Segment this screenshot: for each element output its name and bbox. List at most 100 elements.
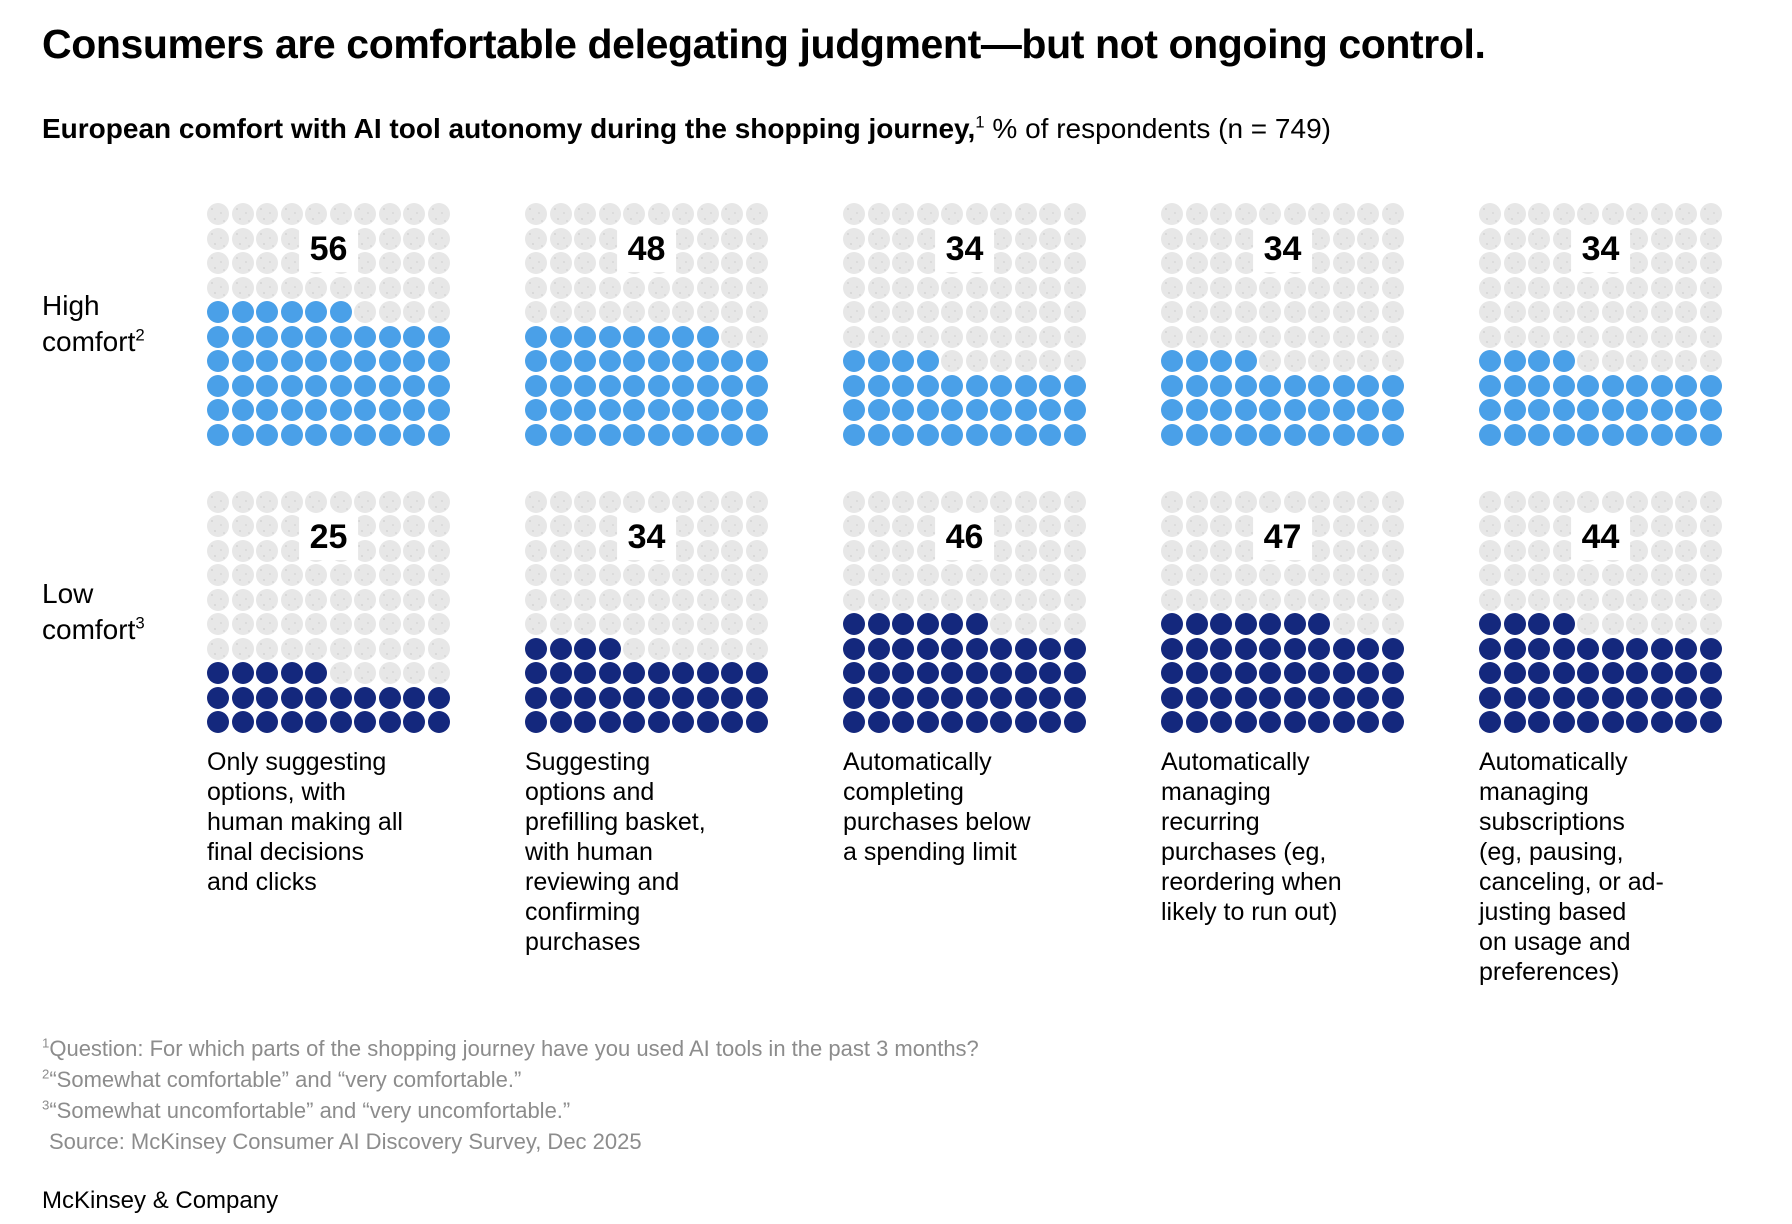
empty-dot bbox=[1063, 515, 1086, 537]
empty-dot bbox=[574, 276, 596, 299]
filled-dot bbox=[1479, 637, 1501, 660]
empty-dot bbox=[549, 276, 572, 299]
empty-dot bbox=[207, 515, 229, 537]
filled-dot bbox=[598, 399, 621, 421]
filled-dot bbox=[549, 637, 572, 660]
empty-dot bbox=[1014, 564, 1037, 586]
filled-dot bbox=[1161, 613, 1183, 635]
waffle-high-comfort-category-4: 34 bbox=[1161, 203, 1404, 446]
empty-dot bbox=[1626, 325, 1648, 348]
empty-dot bbox=[990, 203, 1012, 225]
dot-grid bbox=[1479, 490, 1722, 733]
filled-dot bbox=[672, 325, 694, 348]
empty-dot bbox=[696, 539, 719, 562]
empty-dot bbox=[280, 203, 303, 225]
filled-dot bbox=[990, 686, 1012, 709]
empty-dot bbox=[1063, 539, 1086, 562]
filled-dot bbox=[549, 325, 572, 348]
filled-dot bbox=[1577, 711, 1599, 733]
empty-dot bbox=[1259, 490, 1281, 513]
filled-dot bbox=[1479, 423, 1501, 446]
filled-dot bbox=[1185, 423, 1208, 446]
filled-dot bbox=[231, 686, 254, 709]
filled-dot bbox=[598, 325, 621, 348]
filled-dot bbox=[525, 662, 547, 684]
empty-dot bbox=[892, 227, 914, 250]
filled-dot bbox=[1332, 662, 1355, 684]
empty-dot bbox=[623, 637, 645, 660]
filled-dot bbox=[549, 374, 572, 397]
filled-dot bbox=[305, 711, 327, 733]
empty-dot bbox=[1552, 539, 1575, 562]
filled-dot bbox=[721, 686, 743, 709]
filled-dot bbox=[1283, 686, 1306, 709]
empty-dot bbox=[990, 301, 1012, 323]
empty-dot bbox=[1675, 588, 1697, 611]
filled-dot bbox=[623, 374, 645, 397]
empty-dot bbox=[1626, 539, 1648, 562]
empty-dot bbox=[1528, 252, 1550, 274]
filled-dot bbox=[892, 423, 914, 446]
filled-dot bbox=[1381, 423, 1404, 446]
empty-dot bbox=[1626, 490, 1648, 513]
filled-dot bbox=[1014, 399, 1037, 421]
empty-dot bbox=[672, 539, 694, 562]
empty-dot bbox=[1699, 227, 1722, 250]
empty-dot bbox=[525, 515, 547, 537]
filled-dot bbox=[280, 711, 303, 733]
filled-dot bbox=[1675, 711, 1697, 733]
empty-dot bbox=[256, 515, 278, 537]
empty-dot bbox=[965, 564, 988, 586]
filled-dot bbox=[1528, 662, 1550, 684]
empty-dot bbox=[623, 276, 645, 299]
empty-dot bbox=[916, 227, 939, 250]
filled-dot bbox=[378, 686, 401, 709]
filled-dot bbox=[916, 662, 939, 684]
empty-dot bbox=[647, 276, 670, 299]
empty-dot bbox=[598, 227, 621, 250]
empty-dot bbox=[403, 613, 425, 635]
empty-dot bbox=[1161, 564, 1183, 586]
empty-dot bbox=[1577, 613, 1599, 635]
filled-dot bbox=[427, 423, 450, 446]
empty-dot bbox=[721, 613, 743, 635]
empty-dot bbox=[549, 252, 572, 274]
empty-dot bbox=[867, 515, 890, 537]
row-label-line2: comfort bbox=[42, 613, 136, 645]
row-footnote-marker: 2 bbox=[135, 325, 145, 345]
empty-dot bbox=[1332, 564, 1355, 586]
filled-dot bbox=[1626, 662, 1648, 684]
filled-dot bbox=[1063, 637, 1086, 660]
filled-dot bbox=[867, 613, 890, 635]
empty-dot bbox=[305, 490, 327, 513]
waffle-low-comfort-category-1: 25 bbox=[207, 490, 450, 733]
empty-dot bbox=[354, 539, 376, 562]
empty-dot bbox=[965, 325, 988, 348]
empty-dot bbox=[867, 490, 890, 513]
empty-dot bbox=[647, 588, 670, 611]
row-label-line1: Low bbox=[42, 577, 94, 609]
empty-dot bbox=[1014, 515, 1037, 537]
filled-dot bbox=[231, 350, 254, 372]
filled-dot bbox=[1503, 686, 1526, 709]
filled-dot bbox=[549, 350, 572, 372]
empty-dot bbox=[256, 203, 278, 225]
filled-dot bbox=[549, 711, 572, 733]
empty-dot bbox=[1503, 227, 1526, 250]
filled-dot bbox=[1357, 711, 1379, 733]
filled-dot bbox=[598, 637, 621, 660]
empty-dot bbox=[1699, 539, 1722, 562]
row-label-high-comfort: High comfort2 bbox=[42, 203, 207, 446]
filled-dot bbox=[1699, 423, 1722, 446]
filled-dot bbox=[1161, 711, 1183, 733]
empty-dot bbox=[745, 325, 768, 348]
empty-dot bbox=[1357, 203, 1379, 225]
filled-dot bbox=[892, 711, 914, 733]
empty-dot bbox=[843, 203, 865, 225]
empty-dot bbox=[990, 490, 1012, 513]
filled-dot bbox=[965, 613, 988, 635]
empty-dot bbox=[574, 227, 596, 250]
empty-dot bbox=[525, 227, 547, 250]
filled-dot bbox=[231, 325, 254, 348]
filled-dot bbox=[1675, 423, 1697, 446]
